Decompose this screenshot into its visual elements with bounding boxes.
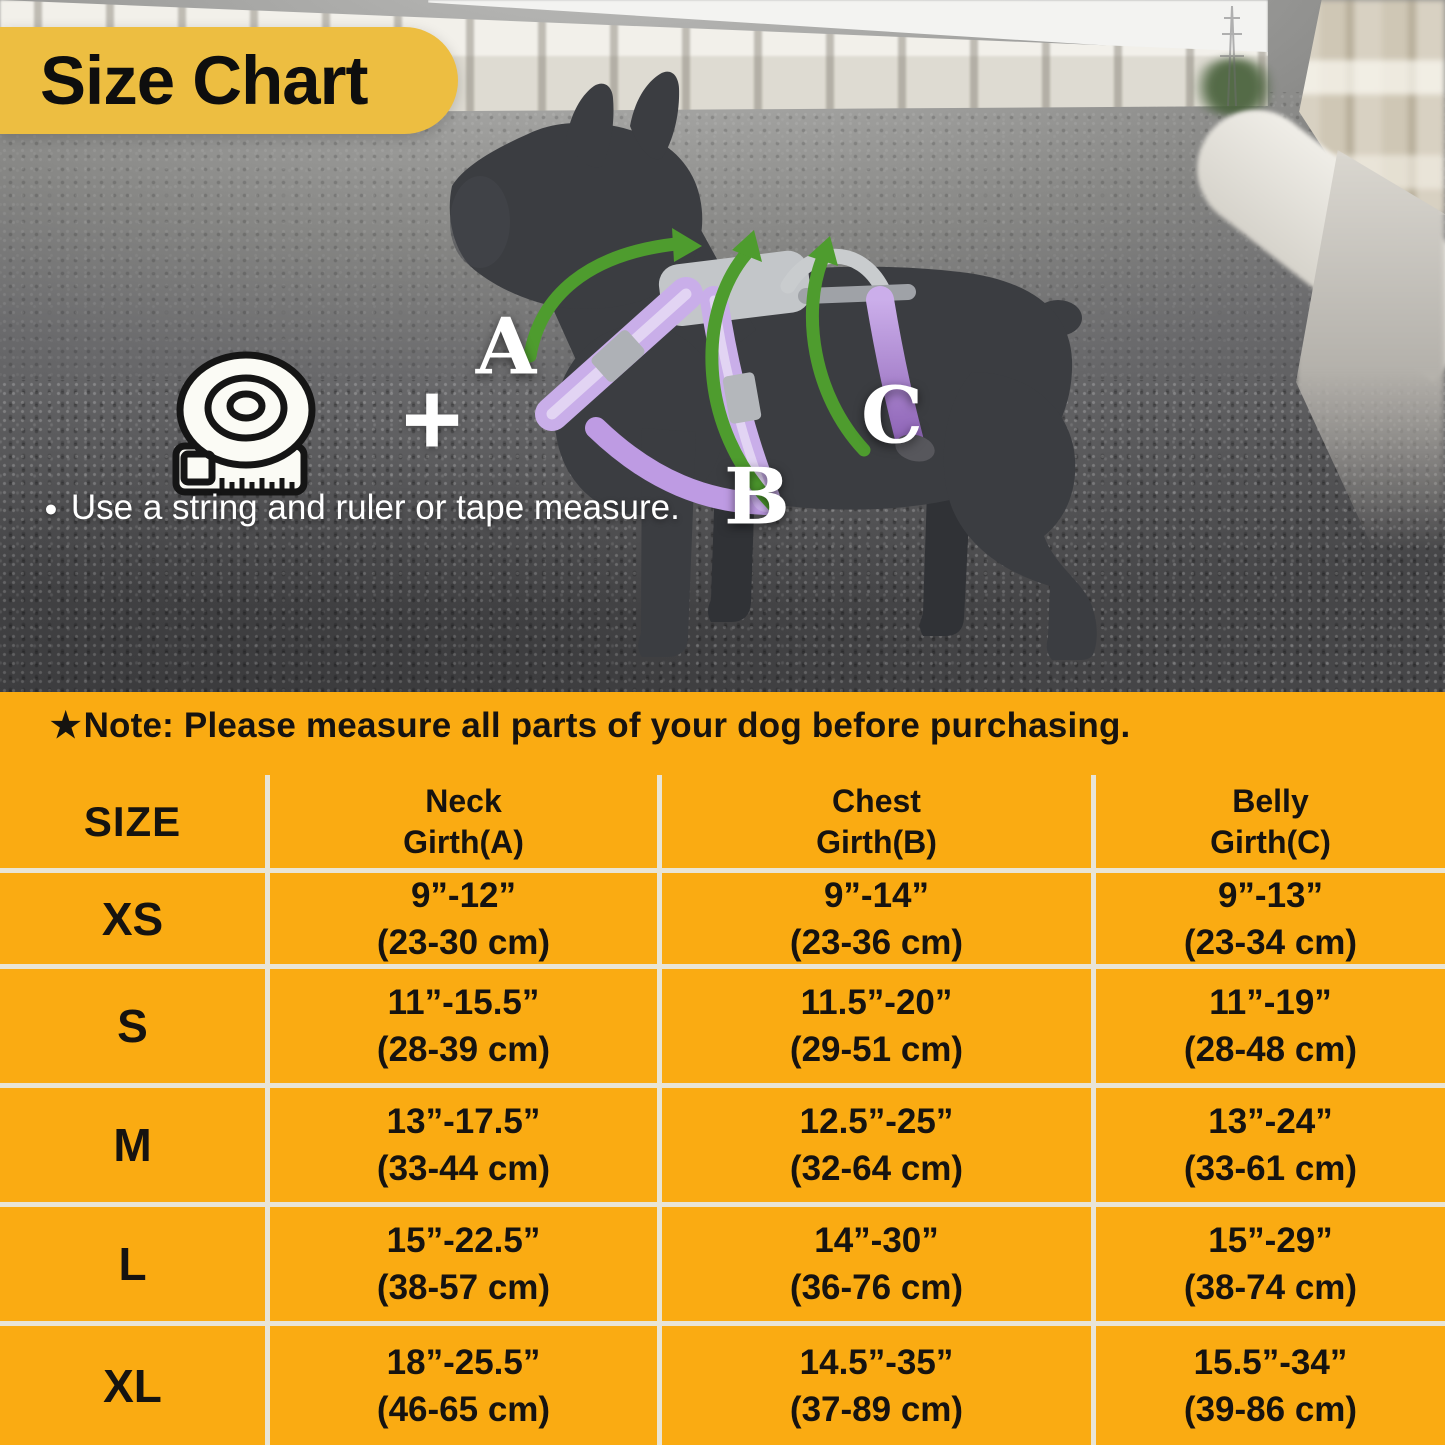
row-xl-belly: 15.5”-34” (39-86 cm) [1183, 1342, 1358, 1429]
row-xs-belly: 9”-13” (23-34 cm) [1096, 873, 1445, 969]
row-l-size: L [0, 1207, 270, 1326]
row-l-chest: 14”-30” (36-76 cm) [662, 1207, 1096, 1326]
row-xs-size: XS [0, 873, 270, 969]
harness [535, 248, 935, 515]
dog-illustration [449, 71, 1097, 660]
row-m-chest: 12.5”-25” (32-64 cm) [662, 1088, 1096, 1207]
transmission-tower [1220, 5, 1244, 106]
row-l-neck: 15”-22.5” (38-57 cm) [270, 1207, 662, 1326]
measurement-arrows [523, 228, 871, 515]
row-xl-chest: 14.5”-35” (37-89 cm) [662, 1326, 1096, 1445]
tape-measure-icon [172, 351, 316, 496]
plus-icon: + [401, 361, 463, 478]
row-l-belly: 15”-29” (38-74 cm) [1096, 1207, 1445, 1326]
row-xs-neck: 9”-12” (23-30 cm) [270, 873, 662, 969]
row-s-neck: 11”-15.5” (28-39 cm) [270, 969, 662, 1088]
star-icon: ★ [50, 706, 82, 745]
header-belly-girth: Belly Girth(C) [1096, 775, 1445, 873]
header-neck-girth: Neck Girth(A) [270, 775, 662, 873]
size-chart-panel: ★Note: Please measure all parts of your … [0, 692, 1445, 1445]
belly-marker-c: C [860, 370, 924, 462]
chest-marker-b: B [724, 451, 790, 543]
instruction-text: Use a string and ruler or tape measure. [70, 488, 680, 527]
size-table: SIZE Neck Girth(A) Chest Girth(B) Belly … [0, 775, 1445, 1445]
product-photo: Size Chart + A B C ● Use a string [0, 0, 1445, 692]
measuring-instruction: ● Use a string and ruler or tape measure… [44, 488, 680, 528]
dog-silhouette [449, 71, 1097, 660]
row-m-neck: 13”-17.5” (33-44 cm) [270, 1088, 662, 1207]
header-chest-girth: Chest Girth(B) [662, 775, 1096, 873]
note-text: Note: Please measure all parts of your d… [83, 706, 1131, 745]
neck-marker-a: A [475, 301, 537, 393]
row-xl-neck: 18”-25.5” (46-65 cm) [270, 1326, 662, 1445]
measure-note: ★Note: Please measure all parts of your … [50, 706, 1130, 746]
header-size: SIZE [0, 775, 270, 873]
bullet-icon: ● [44, 494, 58, 521]
row-s-size: S [0, 969, 270, 1088]
row-m-size: M [0, 1088, 270, 1207]
row-xs-chest: 9”-14” (23-36 cm) [662, 873, 1096, 969]
page-title: Size Chart [40, 42, 368, 119]
row-s-chest: 11.5”-20” (29-51 cm) [662, 969, 1096, 1088]
row-xl-size: XL [0, 1326, 270, 1445]
title-badge: Size Chart [0, 27, 458, 134]
row-s-belly: 11”-19” (28-48 cm) [1096, 969, 1445, 1088]
row-m-belly: 13”-24” (33-61 cm) [1096, 1088, 1445, 1207]
